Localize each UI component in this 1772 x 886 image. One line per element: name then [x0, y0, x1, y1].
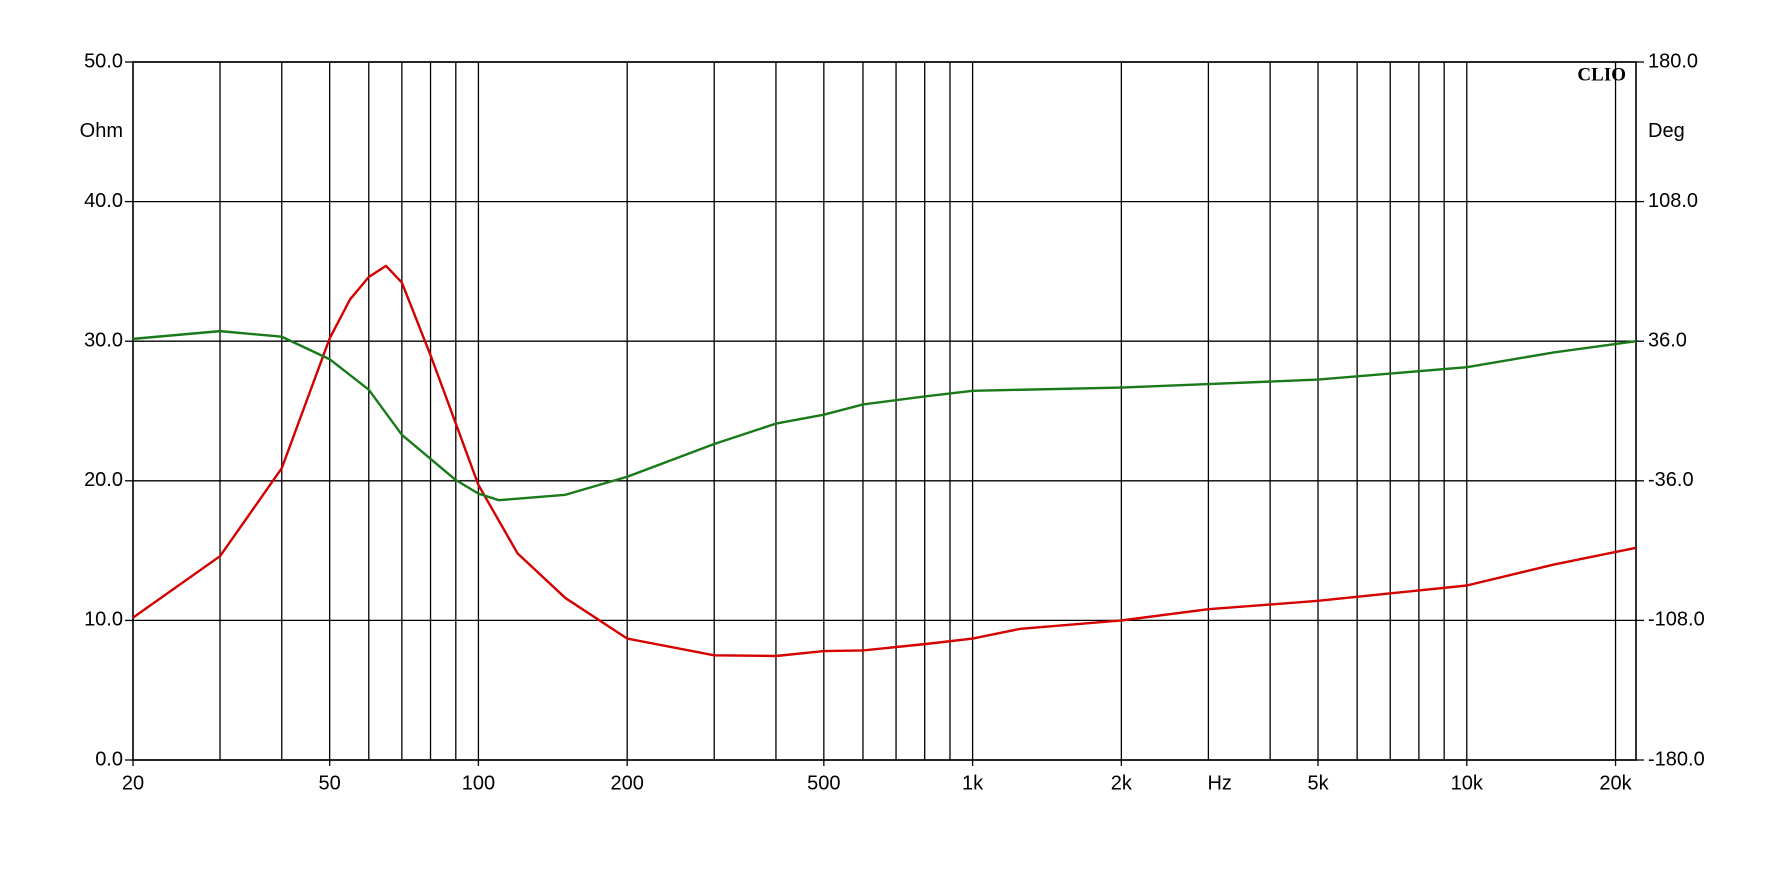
y-tick-label: 0.0: [95, 748, 123, 770]
y2-tick-label: 108.0: [1648, 190, 1698, 212]
x-tick-label: 200: [610, 772, 643, 794]
plot-frame: [132, 61, 1637, 761]
y-tick-label: 40.0: [84, 190, 123, 212]
x-tick-label: 50: [319, 772, 341, 794]
y-tick-label: 30.0: [84, 329, 123, 351]
x-tick-label: 2k: [1111, 772, 1133, 794]
x-tick-label: 500: [807, 772, 840, 794]
x-tick-label: 20: [122, 772, 144, 794]
y2-tick-label: -36.0: [1648, 469, 1694, 491]
y2-tick-label: -180.0: [1648, 748, 1705, 770]
y2-axis-label: Deg: [1648, 120, 1685, 142]
x-tick-label: 20k: [1599, 772, 1632, 794]
brand: CLIO: [1577, 64, 1626, 85]
y-tick-label: 50.0: [84, 50, 123, 72]
x-axis-label: Hz: [1207, 772, 1231, 794]
x-tick-label: 10k: [1451, 772, 1484, 794]
y2-tick-label: 180.0: [1648, 50, 1698, 72]
x-tick-label: 5k: [1307, 772, 1329, 794]
series-line: [132, 329, 1637, 502]
y-tick-label: 20.0: [84, 469, 123, 491]
y-axis-label: Ohm: [80, 120, 123, 142]
y-tick-label: 10.0: [84, 609, 123, 631]
y2-tick-label: -108.0: [1648, 609, 1705, 631]
series-line: [132, 264, 1637, 658]
x-tick-label: 1k: [962, 772, 984, 794]
x-tick-label: 100: [462, 772, 495, 794]
y2-tick-label: 36.0: [1648, 329, 1687, 351]
